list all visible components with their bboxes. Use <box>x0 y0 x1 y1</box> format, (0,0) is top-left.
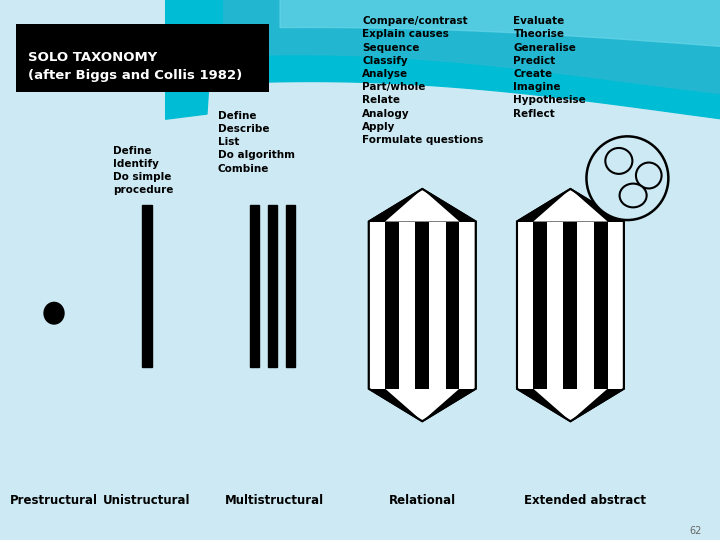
Bar <box>399 221 415 389</box>
Polygon shape <box>517 189 624 421</box>
Bar <box>446 221 459 389</box>
Bar <box>534 221 547 389</box>
Bar <box>594 221 608 389</box>
FancyBboxPatch shape <box>17 24 269 92</box>
Bar <box>517 221 534 389</box>
Polygon shape <box>385 189 459 221</box>
Text: Define
Describe
List
Do algorithm
Combine: Define Describe List Do algorithm Combin… <box>218 111 295 173</box>
Bar <box>286 205 294 367</box>
Bar <box>142 205 152 367</box>
Text: Unistructural: Unistructural <box>103 494 190 507</box>
Ellipse shape <box>636 163 662 188</box>
Bar <box>369 221 385 389</box>
Text: Extended abstract: Extended abstract <box>523 494 646 507</box>
Bar <box>608 221 624 389</box>
Polygon shape <box>534 389 608 421</box>
Ellipse shape <box>620 184 647 207</box>
Text: Prestructural: Prestructural <box>10 494 98 507</box>
Ellipse shape <box>606 148 632 174</box>
Bar <box>250 205 259 367</box>
Bar <box>547 221 564 389</box>
Text: Multistructural: Multistructural <box>225 494 325 507</box>
Bar <box>268 205 277 367</box>
Text: 62: 62 <box>690 525 702 536</box>
Text: Relational: Relational <box>389 494 456 507</box>
Text: (after Biggs and Collis 1982): (after Biggs and Collis 1982) <box>27 69 242 82</box>
Bar <box>577 221 594 389</box>
Text: Evaluate
Theorise
Generalise
Predict
Create
Imagine
Hypothesise
Reflect: Evaluate Theorise Generalise Predict Cre… <box>513 16 586 119</box>
Bar <box>415 221 429 389</box>
Bar <box>564 221 577 389</box>
Polygon shape <box>385 389 459 421</box>
Polygon shape <box>534 189 608 221</box>
Text: Compare/contrast
Explain causes
Sequence
Classify
Analyse
Part/whole
Relate
Anal: Compare/contrast Explain causes Sequence… <box>362 16 484 145</box>
Bar <box>385 221 399 389</box>
Ellipse shape <box>587 136 668 220</box>
Text: SOLO TAXONOMY: SOLO TAXONOMY <box>27 51 157 64</box>
Bar <box>429 221 446 389</box>
Bar <box>459 221 476 389</box>
Text: Define
Identify
Do simple
procedure: Define Identify Do simple procedure <box>113 146 174 195</box>
Polygon shape <box>369 189 476 421</box>
Ellipse shape <box>44 302 64 324</box>
